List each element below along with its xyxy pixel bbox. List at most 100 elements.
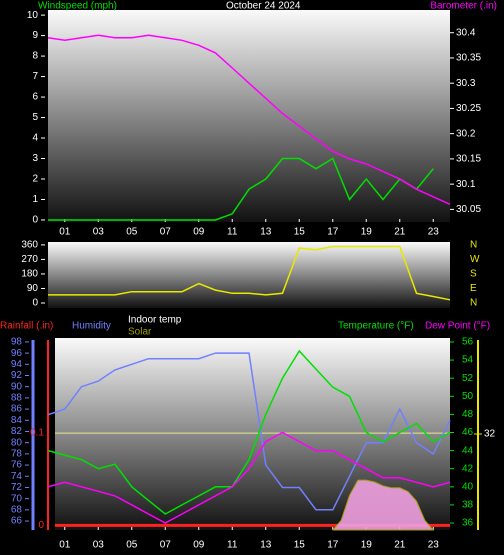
y-tick-label: 72 — [11, 482, 23, 493]
y-tick-label: 74 — [11, 471, 23, 482]
y-tick-label: 78 — [11, 449, 23, 460]
y-tick-label: 92 — [11, 370, 23, 381]
y2-tick-label: 30.25 — [456, 103, 481, 114]
y-tick-label: 3 — [32, 153, 38, 164]
x-tick-label: 23 — [428, 540, 440, 551]
y-tick-label: 68 — [11, 504, 23, 515]
x-tick-label: 15 — [294, 227, 306, 238]
y2-tick-label: 42 — [462, 463, 474, 474]
y-tick-label: 180 — [21, 269, 38, 280]
y2-tick-label: 38 — [462, 500, 474, 511]
x-tick-label: 01 — [59, 540, 71, 551]
y-tick-label: 5 — [32, 112, 38, 123]
y2-tick-label: 40 — [462, 481, 474, 492]
y-tick-label: 0 — [32, 298, 38, 309]
y2-tick-label: 52 — [462, 373, 474, 384]
humidity-legend: Humidity — [72, 321, 111, 332]
x-tick-label: 07 — [160, 540, 172, 551]
dewpoint-legend: Dew Point (°F) — [425, 321, 490, 332]
y2-tick-label: 30.4 — [456, 27, 476, 38]
x-tick-label: 13 — [260, 227, 272, 238]
x-tick-label: 11 — [227, 540, 238, 551]
y-tick-label: 10 — [27, 10, 39, 21]
rainfall-label: Rainfall (.in) — [0, 321, 53, 332]
x-tick-label: 05 — [126, 227, 138, 238]
rain-tick-label: 0.1 — [30, 428, 44, 439]
y-tick-label: 0 — [32, 215, 38, 226]
y-tick-label: 88 — [11, 393, 23, 404]
chart-title: October 24 2024 — [226, 1, 301, 12]
y-tick-label: 94 — [11, 359, 23, 370]
y-tick-label: 90 — [27, 283, 39, 294]
x-tick-label: 13 — [260, 540, 272, 551]
x-tick-label: 17 — [327, 540, 339, 551]
y-tick-label: 82 — [11, 426, 23, 437]
y2-tick-label: 30.3 — [456, 78, 476, 89]
temperature-legend: Temperature (°F) — [338, 321, 414, 332]
y2-tick-label: 56 — [462, 337, 474, 348]
y-tick-label: 84 — [11, 415, 23, 426]
x-tick-label: 05 — [126, 540, 138, 551]
y-tick-label: 98 — [11, 337, 23, 348]
series-line — [47, 352, 451, 511]
y2-tick-label: 48 — [462, 409, 474, 420]
x-tick-label: 09 — [193, 227, 205, 238]
compass-label: N — [470, 240, 477, 251]
x-tick-label: 09 — [193, 540, 205, 551]
y-tick-label: 6 — [32, 92, 38, 103]
y2-tick-label: 30.1 — [456, 179, 476, 190]
compass-label: E — [470, 283, 477, 294]
x-tick-label: 23 — [428, 227, 440, 238]
x-tick-label: 21 — [394, 540, 406, 551]
series-line — [48, 157, 434, 221]
y-tick-label: 1 — [32, 194, 38, 205]
x-tick-label: 07 — [160, 227, 172, 238]
windspeed-label: Windspeed (mph) — [38, 1, 117, 12]
y-tick-label: 9 — [32, 30, 38, 41]
y-tick-label: 66 — [11, 516, 23, 527]
y2-tick-label: 36 — [462, 518, 474, 529]
solar-legend: Solar — [128, 327, 152, 338]
y-tick-label: 270 — [21, 254, 38, 265]
x-tick-label: 15 — [294, 540, 306, 551]
y-tick-label: 76 — [11, 460, 23, 471]
series-line — [47, 349, 451, 515]
panel-middle — [48, 242, 450, 308]
x-tick-label: 19 — [361, 227, 373, 238]
y-tick-label: 7 — [32, 71, 38, 82]
y2-tick-label: 54 — [462, 355, 474, 366]
series-line — [47, 431, 451, 524]
y2-tick-label: 30.35 — [456, 53, 481, 64]
x-tick-label: 21 — [394, 227, 406, 238]
y-tick-label: 80 — [11, 437, 23, 448]
compass-label: S — [470, 269, 477, 280]
compass-label: N — [470, 298, 477, 309]
x-tick-label: 19 — [361, 540, 373, 551]
y-tick-label: 8 — [32, 51, 38, 62]
y-tick-label: 2 — [32, 174, 38, 185]
y2-tick-label: 50 — [462, 391, 474, 402]
y-tick-label: 96 — [11, 348, 23, 359]
y-tick-label: 70 — [11, 493, 23, 504]
x-tick-label: 01 — [59, 227, 71, 238]
barometer-label: Barometer (.in) — [430, 1, 497, 12]
x-tick-label: 03 — [93, 227, 105, 238]
y2-tick-label: 30.15 — [456, 154, 481, 165]
x-tick-label: 17 — [327, 227, 339, 238]
solar-area — [332, 479, 435, 531]
y-tick-label: 90 — [11, 381, 23, 392]
y-tick-label: 4 — [32, 133, 38, 144]
y2-tick-label: 30.2 — [456, 128, 476, 139]
compass-label: W — [470, 254, 480, 265]
y2-tick-label: 46 — [462, 427, 474, 438]
panel-top — [48, 10, 450, 222]
y2-tick-label: 30.05 — [456, 204, 481, 215]
indoor-tick-label: 32 — [484, 429, 496, 440]
y-tick-label: 86 — [11, 404, 23, 415]
x-tick-label: 03 — [93, 540, 105, 551]
series-line — [47, 34, 451, 205]
series-line — [48, 245, 451, 301]
y2-tick-label: 44 — [462, 445, 474, 456]
y-tick-label: 360 — [21, 240, 38, 251]
